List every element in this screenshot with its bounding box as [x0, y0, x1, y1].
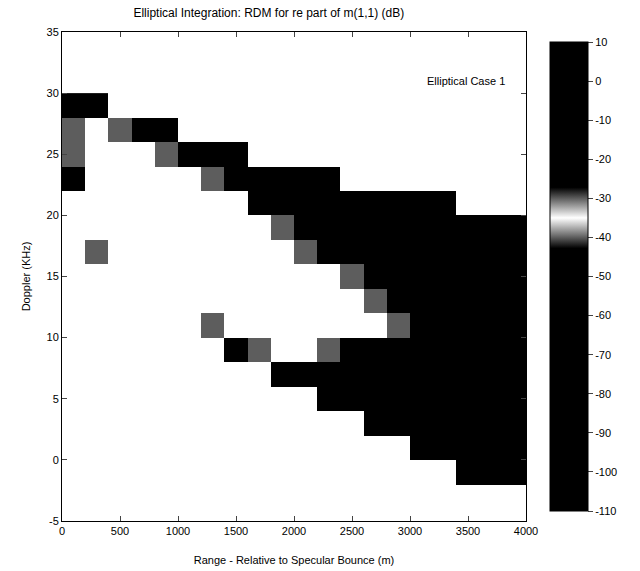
- svg-text:-50: -50: [595, 270, 611, 282]
- svg-text:500: 500: [111, 525, 129, 537]
- svg-text:35: 35: [47, 26, 59, 38]
- svg-text:Elliptical Integration: RDM fo: Elliptical Integration: RDM for re part …: [133, 6, 404, 20]
- svg-text:-60: -60: [595, 309, 611, 321]
- svg-text:2500: 2500: [340, 525, 364, 537]
- svg-text:10: 10: [595, 36, 607, 48]
- svg-text:5: 5: [53, 393, 59, 405]
- svg-text:10: 10: [47, 331, 59, 343]
- svg-text:4000: 4000: [514, 525, 538, 537]
- svg-text:-30: -30: [595, 192, 611, 204]
- svg-text:-70: -70: [595, 349, 611, 361]
- svg-text:-40: -40: [595, 231, 611, 243]
- svg-text:-10: -10: [595, 114, 611, 126]
- svg-text:Elliptical Case 1: Elliptical Case 1: [427, 75, 505, 87]
- svg-text:-20: -20: [595, 153, 611, 165]
- svg-text:20: 20: [47, 209, 59, 221]
- svg-text:Range - Relative to Specular B: Range - Relative to Specular Bounce (m): [194, 554, 395, 566]
- svg-text:0: 0: [59, 525, 65, 537]
- svg-text:30: 30: [47, 87, 59, 99]
- svg-text:2000: 2000: [282, 525, 306, 537]
- svg-text:-80: -80: [595, 388, 611, 400]
- svg-text:1500: 1500: [224, 525, 248, 537]
- svg-text:3500: 3500: [456, 525, 480, 537]
- svg-text:-90: -90: [595, 427, 611, 439]
- svg-text:0: 0: [53, 454, 59, 466]
- svg-text:Doppler (KHz): Doppler (KHz): [20, 242, 32, 312]
- svg-text:25: 25: [47, 148, 59, 160]
- svg-text:3000: 3000: [398, 525, 422, 537]
- svg-text:0: 0: [595, 75, 601, 87]
- svg-text:-110: -110: [595, 505, 616, 517]
- svg-text:-100: -100: [595, 466, 617, 478]
- svg-text:-5: -5: [49, 515, 59, 527]
- svg-text:1000: 1000: [166, 525, 190, 537]
- svg-text:15: 15: [47, 270, 59, 282]
